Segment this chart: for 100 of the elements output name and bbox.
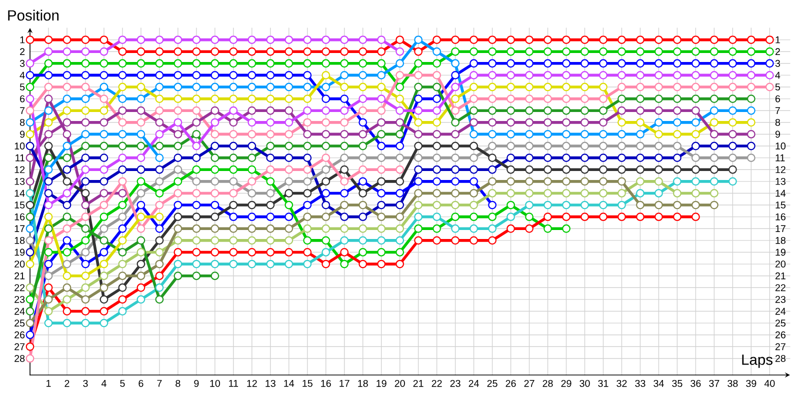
point: [672, 130, 682, 138]
point: [599, 106, 608, 115]
point: [636, 212, 644, 222]
y2-tick-label: 20: [775, 260, 786, 268]
point: [266, 70, 275, 80]
point: [266, 130, 275, 138]
point: [322, 94, 330, 104]
point: [266, 200, 275, 210]
point: [26, 354, 34, 363]
point: [672, 200, 682, 210]
point: [303, 260, 312, 268]
point: [100, 94, 108, 104]
point: [44, 130, 53, 138]
point: [432, 59, 442, 68]
point: [432, 177, 442, 186]
point: [599, 200, 608, 210]
point: [155, 118, 164, 127]
point: [562, 130, 570, 138]
point: [229, 94, 238, 104]
point: [81, 283, 90, 292]
point: [618, 47, 626, 56]
point: [506, 142, 516, 150]
point: [174, 47, 182, 56]
point: [248, 248, 256, 256]
point: [192, 36, 201, 44]
point: [562, 189, 570, 198]
x-axis-title: Laps: [742, 354, 772, 368]
point: [192, 189, 201, 198]
point: [470, 118, 478, 127]
x-tick-label: 32: [616, 380, 627, 387]
point: [26, 118, 34, 127]
point: [636, 165, 644, 174]
point: [322, 118, 330, 127]
point: [358, 212, 368, 222]
point: [358, 106, 368, 115]
point: [284, 260, 294, 268]
point: [544, 224, 552, 233]
point: [599, 130, 608, 138]
point: [284, 36, 294, 44]
point: [81, 154, 90, 162]
point: [303, 236, 312, 245]
point: [44, 177, 53, 186]
point: [544, 70, 552, 80]
point: [118, 82, 127, 92]
point: [81, 189, 90, 198]
point: [432, 36, 442, 44]
point: [284, 94, 294, 104]
point: [672, 118, 682, 127]
point: [340, 165, 349, 174]
y2-tick-label: 27: [775, 343, 786, 350]
point: [81, 94, 90, 104]
point: [210, 248, 220, 256]
x-tick-label: 6: [138, 380, 144, 387]
point: [44, 70, 53, 80]
point: [451, 130, 460, 138]
point: [488, 165, 497, 174]
point: [136, 295, 146, 304]
point: [599, 212, 608, 222]
point: [284, 177, 294, 186]
point: [340, 189, 349, 198]
y-axis-title: Position: [8, 10, 59, 21]
point: [26, 295, 34, 304]
point: [340, 47, 349, 56]
point: [174, 106, 182, 115]
point: [654, 94, 663, 104]
y2-tick-label: 12: [776, 166, 786, 174]
point: [81, 272, 90, 280]
point: [654, 165, 663, 174]
point: [710, 94, 718, 104]
point: [746, 94, 756, 104]
point: [192, 200, 201, 210]
point: [432, 118, 442, 127]
point: [26, 224, 34, 233]
point: [728, 165, 737, 174]
point: [174, 224, 182, 233]
point: [62, 59, 72, 68]
point: [62, 189, 72, 198]
point: [544, 47, 552, 56]
point: [229, 36, 238, 44]
point: [396, 59, 404, 68]
point: [266, 36, 275, 44]
point: [377, 142, 386, 150]
x-tick-label: 38: [728, 380, 738, 387]
point: [340, 106, 349, 115]
point: [155, 224, 164, 233]
point: [488, 106, 497, 115]
point: [451, 106, 460, 115]
point: [136, 94, 146, 104]
point: [44, 106, 53, 115]
point: [284, 59, 294, 68]
point: [506, 70, 516, 80]
x-tick-label: 23: [450, 380, 460, 387]
point: [544, 82, 552, 92]
y-tick-label: 2: [20, 48, 25, 56]
point: [81, 212, 90, 222]
point: [358, 154, 368, 162]
point: [322, 59, 330, 68]
x-tick-label: 30: [580, 380, 590, 387]
point: [62, 36, 72, 44]
point: [580, 106, 589, 115]
